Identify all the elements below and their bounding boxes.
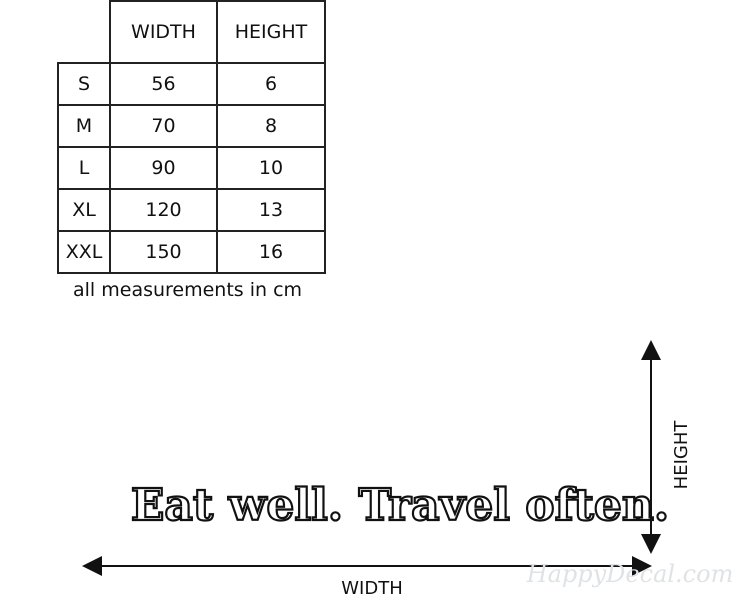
table-row: S 56 6 [57, 62, 326, 106]
width-label: WIDTH [341, 578, 403, 599]
table-cell: 150 [109, 230, 218, 274]
size-table: WIDTH HEIGHT S 56 6 M 70 8 L 90 10 XL 120 13 XXL 150 16 [57, 0, 326, 274]
table-cell: 8 [216, 104, 326, 148]
table-cell: 90 [109, 146, 218, 190]
table-cell: XXL [57, 230, 111, 274]
table-cell: L [57, 146, 111, 190]
table-cell: 120 [109, 188, 218, 232]
table-cell [57, 0, 111, 64]
table-cell: S [57, 62, 111, 106]
table-row: M 70 8 [57, 104, 326, 148]
table-cell: 6 [216, 62, 326, 106]
table-row: L 90 10 [57, 146, 326, 190]
table-cell: WIDTH [109, 0, 218, 64]
table-cell: M [57, 104, 111, 148]
table-row: XXL 150 16 [57, 230, 326, 274]
watermark: HappyDecal.com [526, 560, 734, 588]
decal-text: Eat well. Travel often. [131, 480, 669, 531]
height-label: HEIGHT [671, 420, 692, 490]
table-cell: XL [57, 188, 111, 232]
table-cell: 70 [109, 104, 218, 148]
table-cell: HEIGHT [216, 0, 326, 64]
table-cell: 56 [109, 62, 218, 106]
table-row: XL 120 13 [57, 188, 326, 232]
note: all measurements in cm [73, 279, 303, 301]
table-cell: 13 [216, 188, 326, 232]
table-cell: 16 [216, 230, 326, 274]
table-row: WIDTH HEIGHT [57, 0, 326, 64]
table-cell: 10 [216, 146, 326, 190]
